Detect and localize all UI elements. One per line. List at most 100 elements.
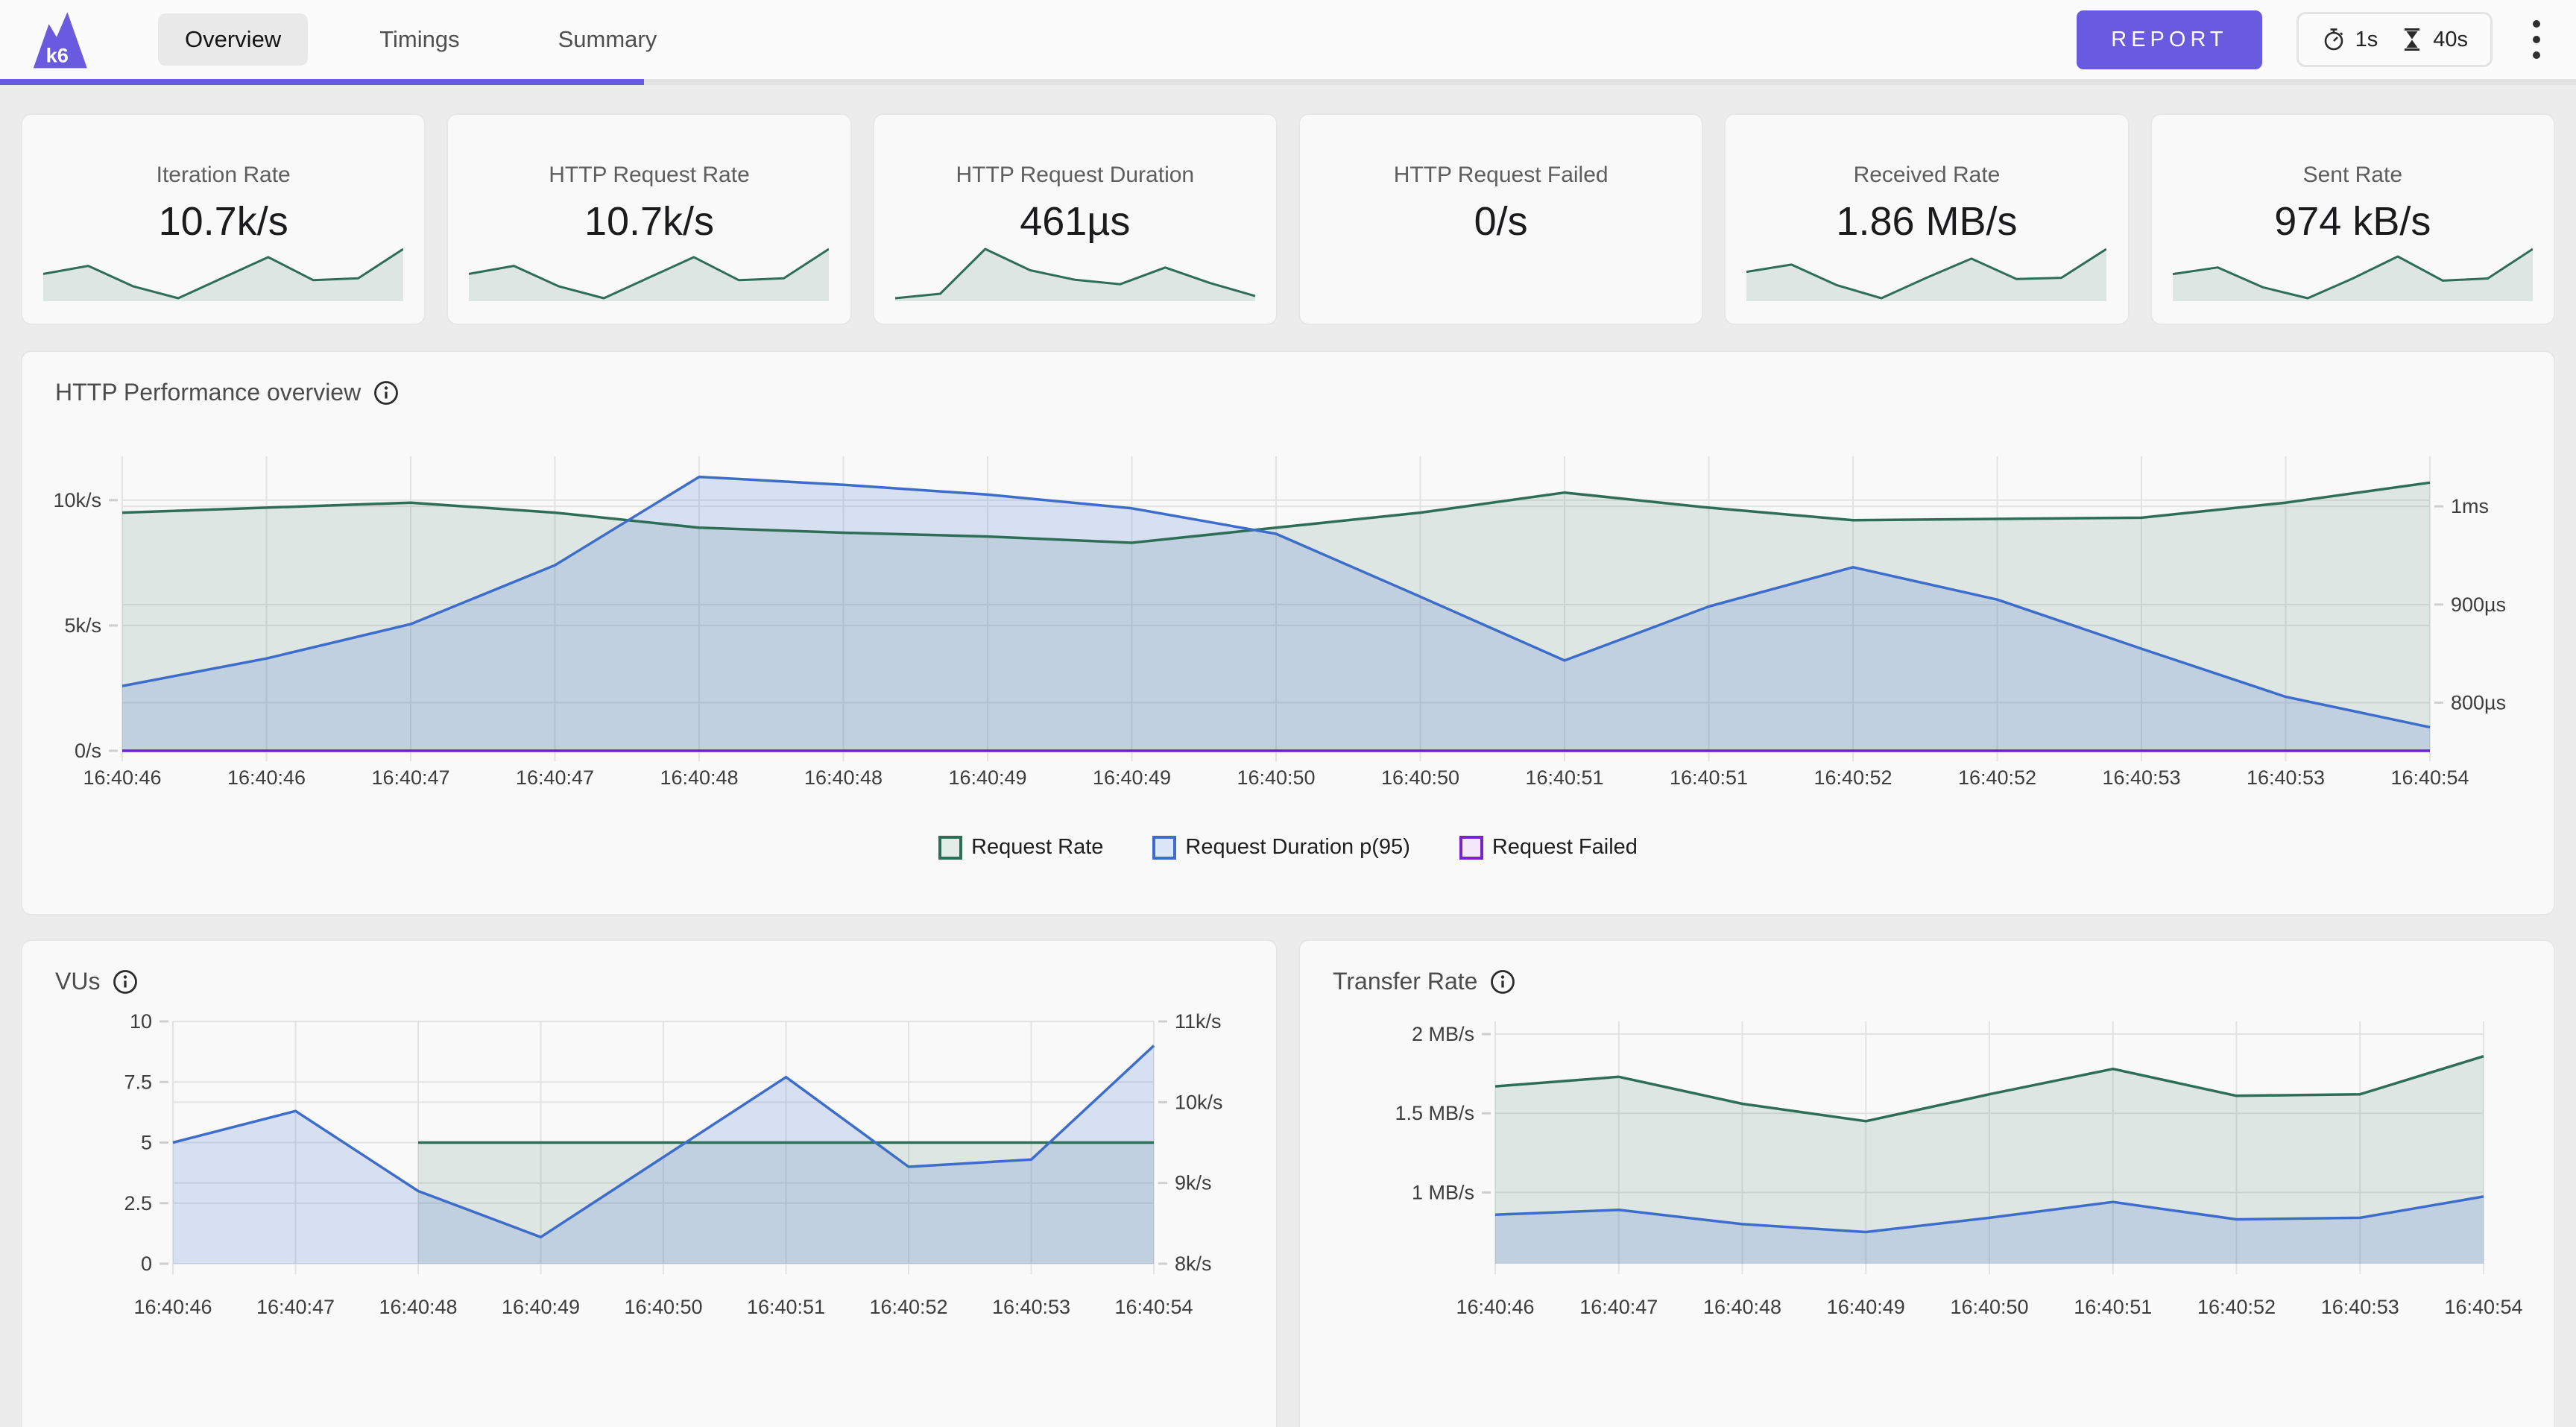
svg-text:11k/s: 11k/s <box>1175 1010 1222 1033</box>
stat-card-http-request-failed: HTTP Request Failed 0/s <box>1298 113 1704 325</box>
legend-item-request-rate[interactable]: Request Rate <box>938 835 1103 860</box>
stat-card-iteration-rate: Iteration Rate 10.7k/s <box>21 113 426 325</box>
svg-text:16:40:48: 16:40:48 <box>1703 1296 1781 1318</box>
svg-text:0: 0 <box>141 1253 152 1275</box>
svg-text:16:40:50: 16:40:50 <box>1237 766 1315 789</box>
stat-card-sparkline <box>43 248 403 301</box>
legend-label: Request Rate <box>971 835 1104 859</box>
stat-card-received-rate: Received Rate 1.86 MB/s <box>1724 113 2130 325</box>
top-bar: k6 Overview Timings Summary REPORT 1s <box>0 0 2576 79</box>
svg-text:16:40:48: 16:40:48 <box>379 1296 457 1318</box>
elapsed-time: 1s <box>2321 27 2378 52</box>
svg-text:16:40:47: 16:40:47 <box>516 766 594 789</box>
legend-label: Request Duration p(95) <box>1185 835 1410 859</box>
svg-text:16:40:51: 16:40:51 <box>1525 766 1603 789</box>
stat-card-label: Iteration Rate <box>156 163 291 187</box>
svg-text:16:40:46: 16:40:46 <box>227 766 306 789</box>
svg-text:9k/s: 9k/s <box>1175 1172 1212 1194</box>
k6-logo-text: k6 <box>46 43 69 66</box>
panel-title-row: Transfer Rate <box>1333 968 1516 995</box>
panel-title-row: HTTP Performance overview <box>55 379 400 406</box>
legend-swatch <box>1152 835 1177 860</box>
report-button[interactable]: REPORT <box>2077 10 2262 69</box>
svg-text:5k/s: 5k/s <box>64 614 101 637</box>
svg-text:5: 5 <box>141 1132 152 1154</box>
svg-text:16:40:46: 16:40:46 <box>1456 1296 1534 1318</box>
svg-text:16:40:48: 16:40:48 <box>804 766 883 789</box>
svg-text:16:40:50: 16:40:50 <box>1950 1296 2028 1318</box>
panel-title: HTTP Performance overview <box>55 379 362 406</box>
svg-text:1 MB/s: 1 MB/s <box>1412 1181 1474 1203</box>
panel-http-performance-overview: HTTP Performance overview 16:40:46 16:40:… <box>21 350 2555 916</box>
panel-title: Transfer Rate <box>1333 968 1478 995</box>
svg-text:7.5: 7.5 <box>124 1071 152 1093</box>
svg-text:16:40:53: 16:40:53 <box>992 1296 1070 1318</box>
svg-text:16:40:49: 16:40:49 <box>502 1296 580 1318</box>
svg-text:900µs: 900µs <box>2451 593 2506 616</box>
panel-transfer-rate: Transfer Rate 16:40:46 16:40:47 16:40:48 16… <box>1298 939 2555 1427</box>
stat-card-label: HTTP Request Duration <box>956 163 1195 187</box>
svg-text:16:40:50: 16:40:50 <box>1381 766 1459 789</box>
k6-logo[interactable]: k6 <box>25 10 94 69</box>
svg-text:10: 10 <box>130 1010 152 1033</box>
panel-vus: VUs 16:40:46 16:40:47 16:40:48 16:40:49 16:4… <box>21 939 1278 1427</box>
stat-card-sparkline <box>469 248 830 301</box>
tab-summary[interactable]: Summary <box>558 26 657 52</box>
svg-text:10k/s: 10k/s <box>53 489 101 511</box>
svg-text:800µs: 800µs <box>2451 691 2506 714</box>
panel-title: VUs <box>55 968 101 995</box>
info-icon[interactable] <box>373 379 400 406</box>
info-icon[interactable] <box>1489 968 1516 995</box>
svg-text:16:40:52: 16:40:52 <box>1958 766 2036 789</box>
svg-text:2.5: 2.5 <box>124 1192 152 1215</box>
transfer-rate-chart[interactable]: 16:40:46 16:40:47 16:40:48 16:40:49 16:40:50… <box>1300 941 2554 1427</box>
kebab-menu-icon[interactable] <box>2527 13 2546 66</box>
timer-badge: 1s 40s <box>2296 12 2493 67</box>
stat-card-value: 10.7k/s <box>158 199 288 244</box>
svg-text:16:40:53: 16:40:53 <box>2247 766 2325 789</box>
stat-card-label: Sent Rate <box>2302 163 2403 187</box>
svg-text:16:40:54: 16:40:54 <box>2444 1296 2522 1318</box>
header-actions: REPORT 1s <box>2077 0 2546 79</box>
svg-text:16:40:50: 16:40:50 <box>624 1296 702 1318</box>
stat-card-sent-rate: Sent Rate 974 kB/s <box>2150 113 2555 325</box>
header-divider <box>0 79 2576 85</box>
svg-text:16:40:46: 16:40:46 <box>83 766 161 789</box>
tab-overview[interactable]: Overview <box>158 13 309 66</box>
stat-card-label: HTTP Request Failed <box>1393 163 1609 187</box>
stat-card-value: 10.7k/s <box>584 199 715 244</box>
panel-title-row: VUs <box>55 968 139 995</box>
stat-card-value: 1.86 MB/s <box>1836 199 2018 244</box>
stat-cards-row: Iteration Rate 10.7k/s HTTP Request Rate 10… <box>21 113 2555 325</box>
svg-text:16:40:49: 16:40:49 <box>1827 1296 1905 1318</box>
stopwatch-icon <box>2324 28 2343 51</box>
info-icon[interactable] <box>112 968 139 995</box>
svg-text:16:40:49: 16:40:49 <box>948 766 1026 789</box>
svg-text:16:40:49: 16:40:49 <box>1093 766 1171 789</box>
svg-text:16:40:51: 16:40:51 <box>2074 1296 2152 1318</box>
svg-text:16:40:47: 16:40:47 <box>371 766 449 789</box>
svg-text:16:40:53: 16:40:53 <box>2102 766 2180 789</box>
tab-timings[interactable]: Timings <box>379 26 460 52</box>
legend-swatch <box>938 835 963 860</box>
elapsed-time-value: 1s <box>2355 27 2378 51</box>
svg-text:1ms: 1ms <box>2451 495 2489 517</box>
stat-card-value: 974 kB/s <box>2274 199 2431 244</box>
svg-text:16:40:54: 16:40:54 <box>2390 766 2469 789</box>
svg-text:1.5 MB/s: 1.5 MB/s <box>1395 1102 1474 1124</box>
svg-text:16:40:47: 16:40:47 <box>256 1296 335 1318</box>
svg-text:16:40:54: 16:40:54 <box>1114 1296 1193 1318</box>
total-time: 40s <box>2400 27 2468 52</box>
http-performance-chart[interactable]: 16:40:46 16:40:46 16:40:47 16:40:47 16:40:48… <box>22 352 2557 917</box>
legend-item-request-failed[interactable]: Request Failed <box>1459 835 1638 860</box>
stat-card-http-request-duration: HTTP Request Duration 461µs <box>872 113 1278 325</box>
vus-chart[interactable]: 16:40:46 16:40:47 16:40:48 16:40:49 16:40:50… <box>22 941 1276 1427</box>
hourglass-icon <box>2405 28 2420 51</box>
stat-card-value: 461µs <box>1020 199 1131 244</box>
svg-text:16:40:52: 16:40:52 <box>2197 1296 2276 1318</box>
legend-item-request-duration-p-95-[interactable]: Request Duration p(95) <box>1152 835 1410 860</box>
svg-text:16:40:51: 16:40:51 <box>1670 766 1748 789</box>
svg-text:8k/s: 8k/s <box>1175 1253 1212 1275</box>
svg-text:16:40:47: 16:40:47 <box>1579 1296 1658 1318</box>
